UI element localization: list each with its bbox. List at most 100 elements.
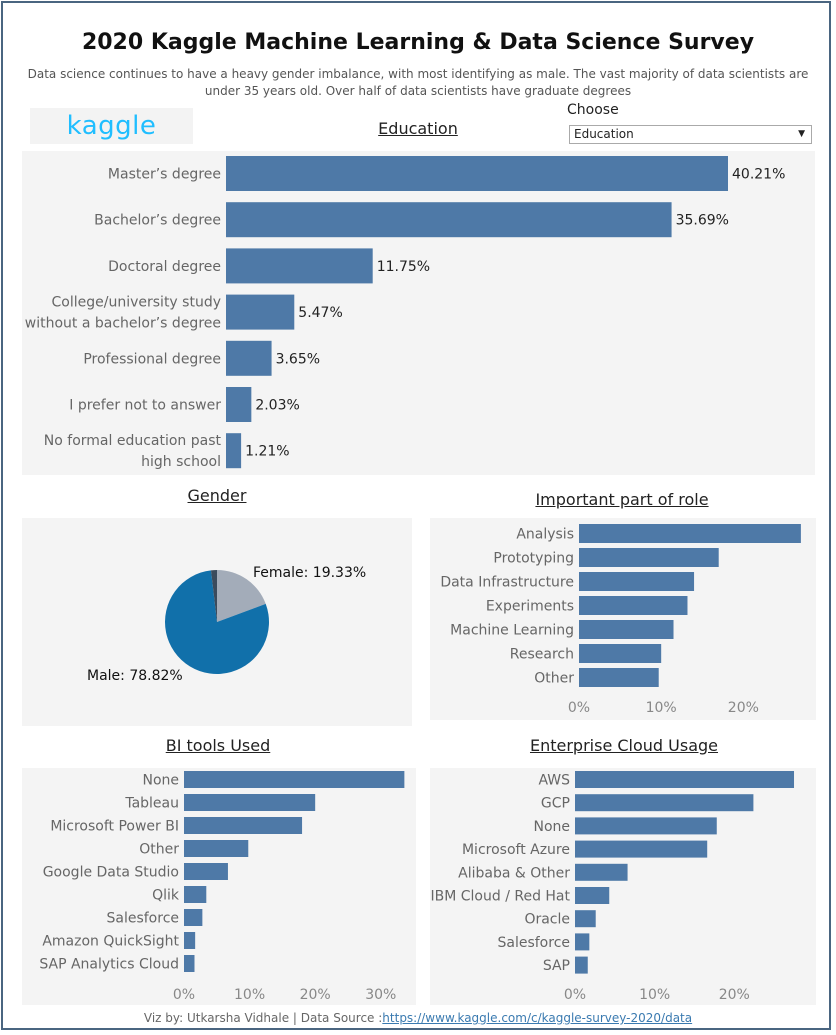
education-category-label: Professional degree — [83, 351, 221, 367]
cloud-category-label: Alibaba & Other — [458, 865, 570, 881]
role-tick-label: 20% — [728, 700, 759, 716]
bi-category-label: Qlik — [152, 888, 180, 904]
education-panel: Master’s degree 40.21% Bachelor’s degree 35… — [22, 151, 815, 475]
choose-label: Choose — [567, 102, 619, 118]
role-category-label: Analysis — [516, 527, 574, 543]
role-category-label: Data Infrastructure — [440, 575, 574, 591]
education-bar — [226, 294, 295, 330]
bi-category-label: None — [142, 773, 179, 789]
education-value-label: 40.21% — [732, 167, 785, 183]
cloud-bar — [575, 956, 588, 974]
bi-bar — [184, 794, 316, 811]
gender-title: Gender — [187, 486, 247, 505]
role-bar — [579, 668, 659, 687]
education-category-label: Doctoral degree — [108, 259, 221, 275]
bi-bar — [184, 840, 249, 857]
cloud-title: Enterprise Cloud Usage — [529, 736, 719, 755]
role-bar — [579, 620, 674, 639]
cloud-bar — [575, 840, 708, 858]
cloud-chart: AWS GCP None Microsoft Azure Alibaba & Other… — [430, 771, 795, 1003]
education-bar — [226, 248, 373, 284]
role-chart: Analysis Prototyping Data Infrastructure Ex… — [440, 524, 801, 716]
cloud-panel: AWS GCP None Microsoft Azure Alibaba & Other… — [430, 768, 816, 1005]
cloud-category-label: AWS — [538, 773, 570, 789]
bi-bar — [184, 932, 196, 949]
page-subtitle: Data science continues to have a heavy g… — [20, 66, 816, 100]
education-category-label: No formal education past — [44, 433, 222, 449]
gender-chart: Female: 19.33% Male: 78.82% — [87, 565, 366, 684]
pie-label-male: Male: 78.82% — [87, 668, 183, 684]
bi-tick-label: 20% — [300, 987, 331, 1003]
role-bar — [579, 548, 719, 567]
education-value-label: 11.75% — [377, 259, 430, 275]
page-title: 2020 Kaggle Machine Learning & Data Scie… — [81, 30, 755, 55]
cloud-category-label: None — [533, 819, 570, 835]
role-bar — [579, 596, 688, 615]
bi-tools-panel: None Tableau Microsoft Power BI Other Google… — [22, 768, 416, 1005]
education-value-label: 35.69% — [676, 213, 729, 229]
role-tick-label: 10% — [646, 700, 677, 716]
cloud-bar — [575, 817, 717, 835]
education-value-label: 5.47% — [298, 305, 342, 321]
education-category-label: College/university study — [52, 295, 221, 311]
education-category-label: Master’s degree — [108, 167, 221, 183]
cloud-bar — [575, 910, 596, 928]
bi-bar — [184, 771, 405, 788]
education-bar — [226, 387, 252, 422]
cloud-tick-label: 0% — [564, 987, 586, 1003]
bi-category-label: SAP Analytics Cloud — [39, 957, 179, 973]
cloud-category-label: IBM Cloud / Red Hat — [430, 889, 570, 905]
education-bar — [226, 156, 728, 191]
subtitle-line-2: under 35 years old. Over half of data sc… — [204, 84, 632, 98]
bi-tools-chart: None Tableau Microsoft Power BI Other Google… — [39, 771, 405, 1003]
education-chart: Master’s degree 40.21% Bachelor’s degree 35… — [25, 156, 785, 470]
cloud-tick-label: 10% — [639, 987, 670, 1003]
education-category-label: high school — [141, 454, 221, 470]
logo-text: kaggle — [66, 111, 157, 141]
footer: Viz by: Utkarsha Vidhale | Data Source :… — [0, 1011, 836, 1025]
education-category-label: Bachelor’s degree — [94, 213, 221, 229]
education-bar — [226, 433, 242, 469]
role-panel: Analysis Prototyping Data Infrastructure Ex… — [430, 518, 816, 720]
select-value: Education — [574, 127, 634, 141]
role-category-label: Experiments — [486, 599, 574, 615]
cloud-category-label: SAP — [543, 958, 570, 974]
role-category-label: Machine Learning — [450, 623, 574, 639]
cloud-bar — [575, 933, 590, 951]
pie-slice — [165, 570, 269, 674]
role-title: Important part of role — [535, 490, 709, 509]
pie-slice — [210, 570, 217, 622]
bi-category-label: Other — [139, 842, 179, 858]
role-bar — [579, 572, 695, 591]
pie-label-female: Female: 19.33% — [253, 565, 366, 581]
education-bar — [226, 202, 672, 238]
bi-category-label: Microsoft Power BI — [50, 819, 179, 835]
cloud-category-label: GCP — [541, 796, 570, 812]
role-tick-label: 0% — [568, 700, 590, 716]
education-value-label: 1.21% — [245, 444, 289, 460]
data-source-link[interactable]: https://www.kaggle.com/c/kaggle-survey-2… — [382, 1011, 693, 1025]
gender-panel: Female: 19.33% Male: 78.82% — [22, 518, 412, 726]
category-select[interactable]: Education ▼ — [569, 125, 812, 144]
bi-category-label: Google Data Studio — [43, 865, 179, 881]
bi-category-label: Salesforce — [106, 911, 179, 927]
bi-category-label: Tableau — [124, 796, 179, 812]
role-category-label: Prototyping — [493, 551, 574, 567]
cloud-category-label: Oracle — [524, 912, 570, 928]
cloud-category-label: Salesforce — [497, 935, 570, 951]
cloud-tick-label: 20% — [719, 987, 750, 1003]
bi-bar — [184, 817, 303, 834]
bi-category-label: Amazon QuickSight — [42, 934, 179, 950]
role-bar — [579, 644, 662, 663]
education-category-label: I prefer not to answer — [69, 398, 221, 414]
bi-tick-label: 30% — [365, 987, 396, 1003]
bi-tools-title: BI tools Used — [165, 736, 271, 755]
education-value-label: 2.03% — [255, 398, 299, 414]
education-title: Education — [378, 119, 458, 138]
role-category-label: Other — [534, 671, 574, 687]
bi-tick-label: 10% — [234, 987, 265, 1003]
kaggle-logo: kaggle — [30, 108, 193, 144]
chevron-down-icon[interactable]: ▼ — [798, 129, 805, 139]
cloud-bar — [575, 794, 754, 812]
